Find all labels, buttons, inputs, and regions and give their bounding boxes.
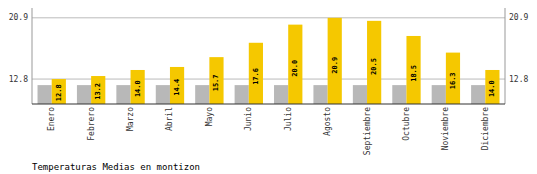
bar	[471, 85, 485, 104]
bar	[367, 21, 381, 104]
bars	[38, 18, 500, 104]
bar	[195, 85, 209, 104]
data-label: 20.9	[331, 57, 339, 74]
bar	[274, 85, 288, 104]
x-tick-label: Enero	[47, 107, 56, 131]
x-tick-label: Noviembre	[441, 107, 450, 151]
x-tick-label: Agosto	[323, 107, 332, 136]
bar	[249, 43, 263, 104]
data-label: 15.7	[212, 74, 220, 91]
x-tick-label: Diciembre	[481, 107, 490, 151]
x-tick-label: Septiembre	[363, 107, 372, 155]
bar	[288, 25, 302, 104]
bar	[392, 85, 406, 104]
data-label: 20.0	[291, 60, 299, 77]
x-tick-label: Marzo	[126, 107, 135, 131]
title: Temperaturas Medias en montizon	[32, 162, 200, 172]
data-label: 14.0	[134, 80, 142, 97]
bar	[235, 85, 249, 104]
data-label: 16.3	[449, 72, 457, 89]
bar	[328, 18, 342, 104]
bar	[116, 85, 130, 104]
grid-line	[32, 17, 505, 18]
bar	[170, 67, 184, 104]
x-tick-label: Febrero	[87, 107, 96, 141]
bar	[446, 53, 460, 104]
x-tick-label: Junio	[244, 107, 253, 131]
y2-axis-line	[505, 8, 506, 104]
y-tick-label: 20.9	[9, 13, 28, 22]
x-tick-label: Julio	[284, 107, 293, 131]
bar	[131, 70, 145, 104]
data-label: 14.0	[488, 80, 496, 97]
y2-tick-label: 12.8	[509, 75, 528, 84]
data-label: 18.5	[410, 65, 418, 82]
y-tick-label: 12.8	[9, 75, 28, 84]
bar	[91, 76, 105, 104]
bar	[432, 85, 446, 104]
data-label: 17.6	[252, 68, 260, 85]
bar	[406, 36, 420, 104]
y2-tick-label: 20.9	[509, 13, 528, 22]
bar	[52, 79, 66, 104]
data-label: 12.8	[55, 84, 63, 101]
x-tick-label: Mayo	[205, 107, 214, 126]
x-tick-label: Abril	[165, 107, 174, 131]
x-tick-label: Octubre	[402, 107, 411, 141]
bar	[156, 85, 170, 104]
bar	[485, 70, 499, 104]
data-label: 20.5	[370, 58, 378, 75]
bar	[38, 85, 52, 104]
data-label: 14.4	[173, 79, 181, 96]
bar	[209, 57, 223, 104]
x-axis-line	[32, 103, 505, 104]
bar	[353, 85, 367, 104]
bar	[77, 85, 91, 104]
chart: 12.8 13.2 14.0 14.4 15.7 17.6 20.0 20.9 20.5 18.5…	[0, 0, 537, 174]
bar	[313, 85, 327, 104]
y-axis-line	[32, 8, 33, 104]
data-label: 13.2	[94, 83, 102, 100]
